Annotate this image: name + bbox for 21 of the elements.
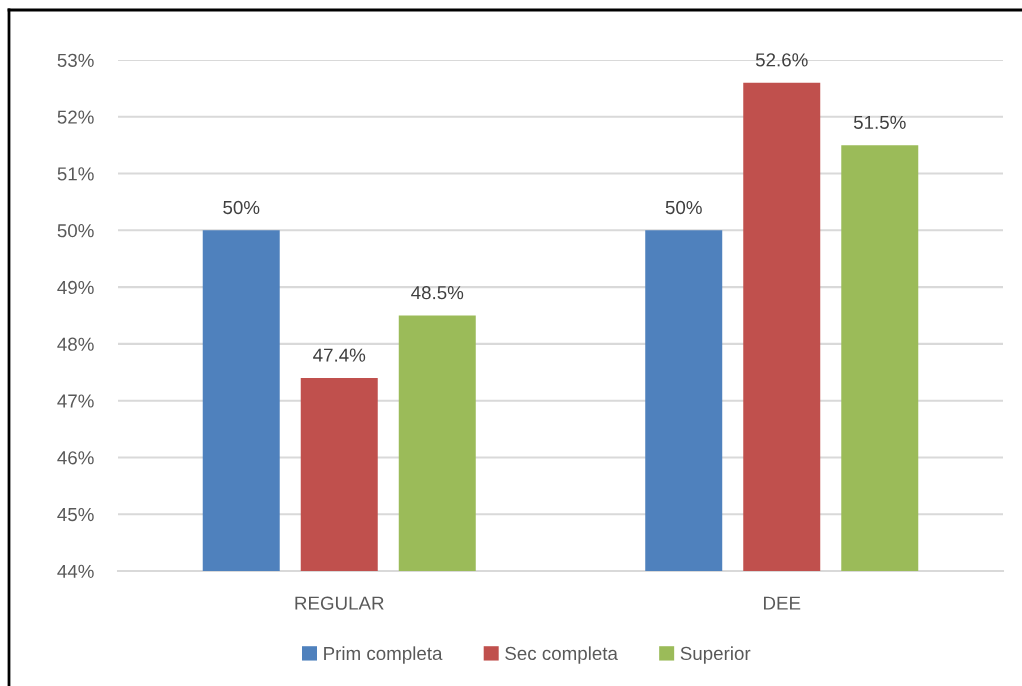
- data-label: 50%: [665, 200, 702, 215]
- y-tick-label: 52%: [57, 110, 94, 124]
- data-label: 51.5%: [853, 115, 906, 129]
- legend-label: Sec completa: [505, 646, 618, 664]
- x-tick-label: REGULAR: [295, 596, 384, 610]
- y-tick-label: 44%: [57, 564, 94, 578]
- y-tick-label: 51%: [57, 167, 94, 181]
- data-label: 48.5%: [411, 286, 464, 300]
- y-tick-label: 46%: [57, 451, 94, 465]
- legend-label: Superior: [680, 646, 751, 664]
- data-label: 52.6%: [755, 53, 808, 67]
- y-tick-label: 45%: [57, 508, 94, 522]
- data-label: 47.4%: [313, 348, 366, 362]
- x-tick-label: DEE: [764, 596, 801, 610]
- y-tick-label: 48%: [57, 337, 94, 351]
- y-tick-label: 49%: [57, 280, 94, 295]
- y-tick-label: 53%: [57, 53, 94, 67]
- data-label: 50%: [223, 200, 260, 215]
- y-tick-label: 47%: [57, 394, 94, 408]
- y-tick-label: 50%: [57, 224, 94, 238]
- legend-label: Prim completa: [324, 646, 443, 664]
